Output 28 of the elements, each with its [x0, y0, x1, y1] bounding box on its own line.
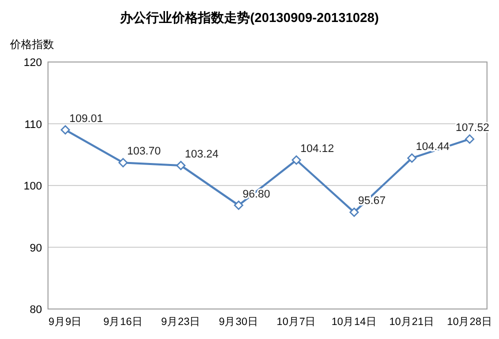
point	[60, 125, 70, 135]
point	[465, 134, 474, 144]
point	[176, 160, 186, 170]
x-tick-label: 9月16日	[103, 316, 143, 328]
data-label: 103.24	[184, 148, 219, 160]
point	[407, 153, 417, 163]
data-label: 109.01	[69, 112, 103, 125]
x-tick-label: 9月30日	[218, 316, 258, 328]
chart-title: 办公行业价格指数走势(20130909-20131028)	[119, 10, 379, 25]
x-tick-label: 10月14日	[331, 316, 377, 328]
y-tick-label: 90	[30, 242, 42, 254]
y-tick-label: 80	[30, 304, 42, 316]
y-axis-title: 价格指数	[9, 39, 54, 51]
point	[292, 155, 302, 165]
x-tick-label: 10月7日	[276, 316, 316, 328]
y-tick-label: 100	[24, 180, 42, 192]
x-tick-label: 10月21日	[389, 316, 435, 328]
y-tick-label: 110	[24, 118, 42, 131]
data-label: 103.70	[127, 146, 161, 158]
point	[349, 208, 359, 217]
data-label: 104.12	[300, 143, 334, 156]
x-tick-label: 9月9日	[48, 316, 82, 328]
x-tick-label: 9月23日	[161, 316, 201, 328]
point	[118, 158, 128, 168]
point	[234, 200, 244, 210]
y-tick-label: 120	[24, 57, 42, 69]
x-tick-label: 10月28日	[446, 316, 492, 328]
data-label: 107.52	[456, 122, 490, 134]
